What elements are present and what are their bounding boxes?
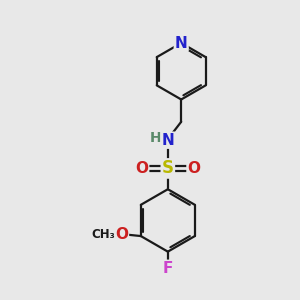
Text: O: O	[188, 161, 200, 176]
Text: F: F	[163, 261, 173, 276]
Text: CH₃: CH₃	[91, 228, 115, 241]
Text: H: H	[149, 131, 161, 145]
Text: N: N	[161, 133, 174, 148]
Text: S: S	[162, 159, 174, 177]
Text: O: O	[115, 227, 128, 242]
Text: N: N	[175, 35, 188, 50]
Text: O: O	[135, 161, 148, 176]
